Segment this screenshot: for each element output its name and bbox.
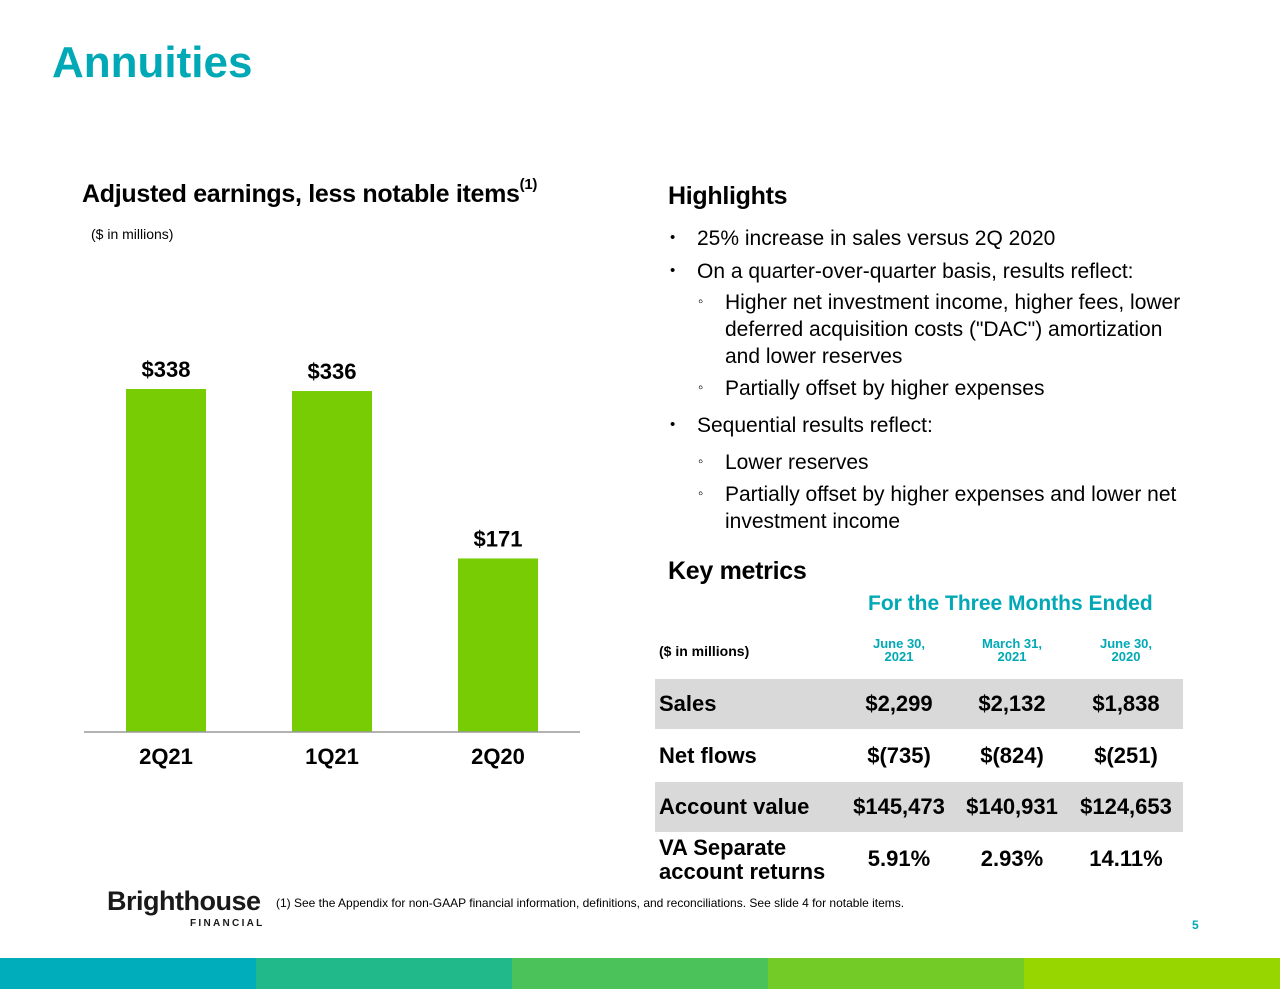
highlight-item: Partially offset by higher expenses and … xyxy=(725,481,1176,535)
x-tick-label: 2Q20 xyxy=(471,744,525,769)
highlight-item: Partially offset by higher expenses xyxy=(725,375,1044,402)
highlight-line: and lower reserves xyxy=(725,345,903,368)
sub-bullet-icon: ◦ xyxy=(698,293,704,310)
color-stripe xyxy=(0,958,1280,989)
bar-2q21 xyxy=(126,389,206,732)
brighthouse-logo: Brighthouse xyxy=(107,886,261,916)
row-background xyxy=(655,679,1183,729)
column-header: June 30, 2020 xyxy=(1099,636,1153,664)
chart-title-footnote-marker: (1) xyxy=(519,176,538,193)
brighthouse-logo-subtitle: FINANCIAL xyxy=(190,918,265,929)
highlight-line: Sequential results reflect: xyxy=(697,414,933,437)
bar-value-label: $338 xyxy=(142,357,191,382)
key-metrics-unit-label: ($ in millions) xyxy=(659,643,750,659)
sub-bullet-icon: ◦ xyxy=(698,485,704,502)
table-cell: $(251) xyxy=(1094,743,1158,768)
bullet-icon: • xyxy=(670,262,676,279)
stripe-segment xyxy=(0,958,256,989)
stripe-segment xyxy=(1024,958,1280,989)
highlight-line: Lower reserves xyxy=(725,451,869,474)
highlight-line: Higher net investment income, higher fee… xyxy=(725,291,1181,314)
sub-bullet-icon: ◦ xyxy=(698,379,704,396)
chart-title: Adjusted earnings, less notable items(1) xyxy=(82,176,538,208)
highlight-line: Partially offset by higher expenses and … xyxy=(725,483,1177,506)
row-background xyxy=(655,782,1183,832)
x-tick-label: 2Q21 xyxy=(139,744,193,769)
key-metrics-title: Key metrics xyxy=(668,557,807,585)
table-cell: $145,473 xyxy=(853,794,945,819)
bullet-icon: • xyxy=(670,229,676,246)
table-cell: $(735) xyxy=(867,743,931,768)
table-cell: $140,931 xyxy=(966,794,1058,819)
table-cell: $1,838 xyxy=(1092,691,1160,716)
row-label: VA Separate account returns xyxy=(659,835,826,884)
sub-bullet-icon: ◦ xyxy=(698,453,704,470)
chart-unit-label: ($ in millions) xyxy=(91,226,174,242)
page-number: 5 xyxy=(1192,918,1199,932)
highlight-item: Sequential results reflect: xyxy=(697,412,933,439)
bar-value-label: $336 xyxy=(308,359,357,384)
highlight-line: Partially offset by higher expenses xyxy=(725,377,1045,400)
x-tick-label: 1Q21 xyxy=(305,744,359,769)
highlight-item: 25% increase in sales versus 2Q 2020 xyxy=(697,225,1055,252)
row-label: Account value xyxy=(659,794,810,819)
bullet-icon: • xyxy=(670,416,676,433)
bar-value-label: $171 xyxy=(474,526,523,551)
table-cell: $2,132 xyxy=(978,691,1046,716)
stripe-segment xyxy=(768,958,1024,989)
highlight-line: deferred acquisition costs ("DAC") amort… xyxy=(725,318,1163,341)
highlight-line: On a quarter-over-quarter basis, results… xyxy=(697,260,1134,283)
highlights-title: Highlights xyxy=(668,182,788,210)
highlight-item: Lower reserves xyxy=(725,449,869,476)
row-label: Sales xyxy=(659,691,717,716)
bar-chart: $338 2Q21 $336 1Q21 $171 2Q20 xyxy=(84,357,580,769)
bar-2q20 xyxy=(458,558,538,732)
highlight-line: investment income xyxy=(725,510,901,533)
table-cell: $2,299 xyxy=(865,691,933,716)
bar-1q21 xyxy=(292,391,372,732)
table-cell: $(824) xyxy=(980,743,1044,768)
highlight-item: On a quarter-over-quarter basis, results… xyxy=(697,258,1134,285)
page-title: Annuities xyxy=(52,38,253,87)
table-cell: 5.91% xyxy=(867,846,931,871)
highlight-line: 25% increase in sales versus 2Q 2020 xyxy=(697,227,1056,250)
stripe-segment xyxy=(512,958,768,989)
column-header: March 31, 2021 xyxy=(982,636,1042,664)
table-cell: 14.11% xyxy=(1089,846,1163,871)
stripe-segment xyxy=(256,958,512,989)
highlight-item: Higher net investment income, higher fee… xyxy=(725,289,1180,370)
row-label: Net flows xyxy=(659,743,757,768)
footnote: (1) See the Appendix for non-GAAP financ… xyxy=(276,896,905,910)
table-cell: 2.93% xyxy=(980,846,1044,871)
table-cell: $124,653 xyxy=(1080,794,1172,819)
period-header: For the Three Months Ended xyxy=(868,592,1153,615)
column-header: June 30, 2021 xyxy=(872,636,926,664)
